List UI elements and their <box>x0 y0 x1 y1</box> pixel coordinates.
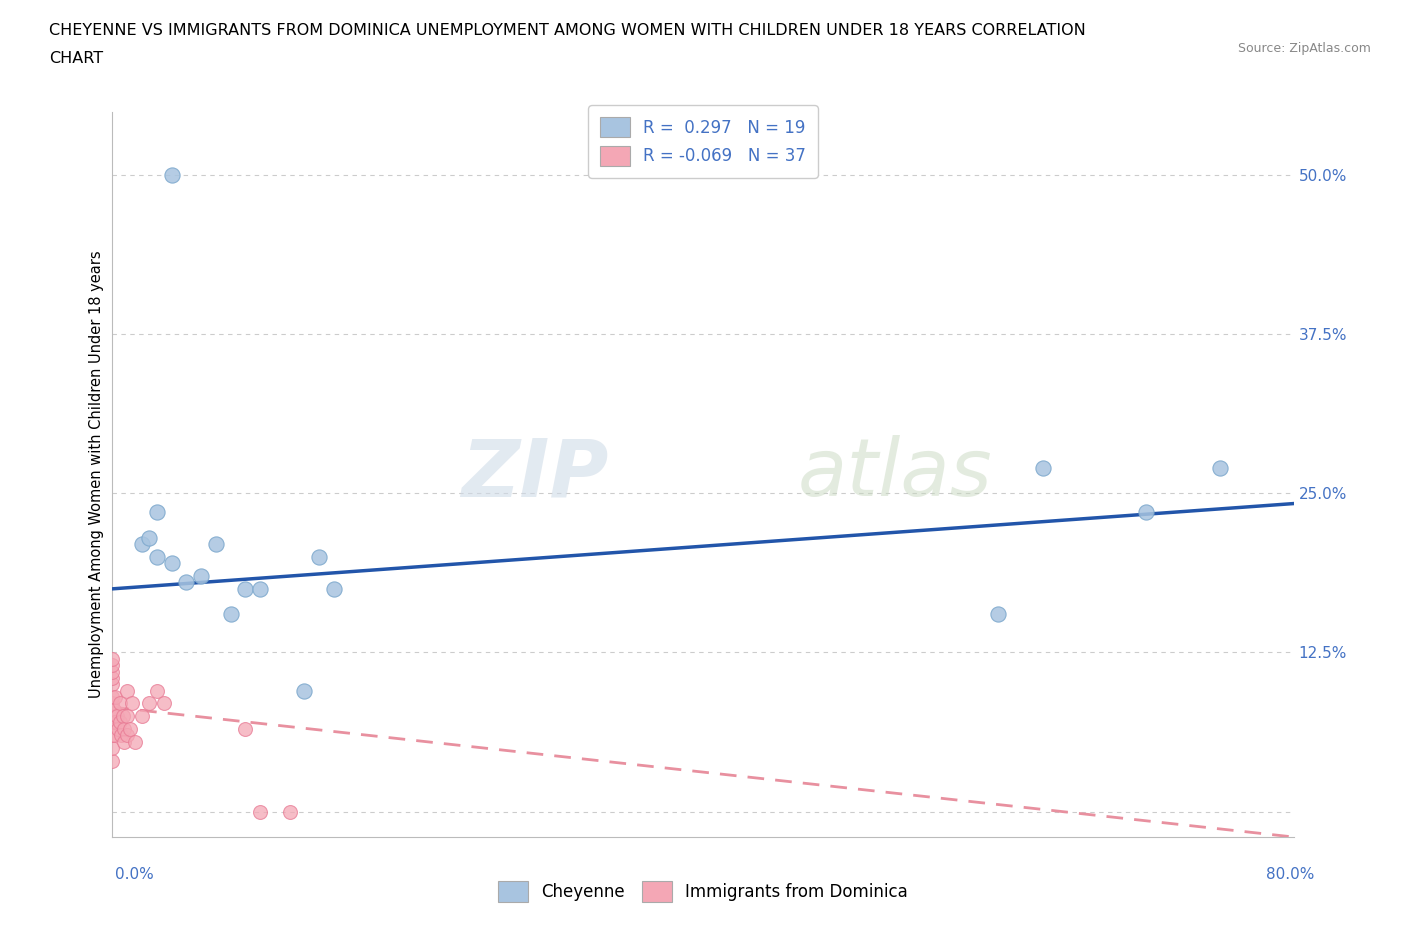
Point <box>105 709 128 724</box>
Point <box>101 689 124 704</box>
Point <box>117 728 138 743</box>
Point <box>117 709 138 724</box>
Point <box>146 550 169 565</box>
Point <box>278 804 301 819</box>
Point <box>138 530 160 545</box>
Point <box>1208 460 1232 475</box>
Point <box>101 677 124 692</box>
Point <box>131 709 153 724</box>
Point <box>101 671 124 685</box>
Point <box>111 709 134 724</box>
Point <box>124 734 146 749</box>
Point <box>101 664 124 679</box>
Point <box>120 722 142 737</box>
Point <box>112 722 135 737</box>
Point <box>112 734 135 749</box>
Point <box>219 607 242 622</box>
Point <box>121 696 143 711</box>
Point <box>292 684 315 698</box>
Text: 0.0%: 0.0% <box>115 867 155 882</box>
Point <box>249 804 271 819</box>
Point <box>233 722 256 737</box>
Point <box>131 537 153 551</box>
Point <box>107 722 129 737</box>
Point <box>104 715 127 730</box>
Point <box>103 728 125 743</box>
Point <box>138 696 160 711</box>
Point <box>153 696 176 711</box>
Point <box>103 702 125 717</box>
Point <box>101 715 124 730</box>
Y-axis label: Unemployment Among Women with Children Under 18 years: Unemployment Among Women with Children U… <box>89 250 104 698</box>
Point <box>160 167 183 182</box>
Text: atlas: atlas <box>797 435 993 513</box>
Point <box>104 689 127 704</box>
Point <box>233 581 256 596</box>
Point <box>1032 460 1054 475</box>
Text: CHEYENNE VS IMMIGRANTS FROM DOMINICA UNEMPLOYMENT AMONG WOMEN WITH CHILDREN UNDE: CHEYENNE VS IMMIGRANTS FROM DOMINICA UNE… <box>49 23 1085 38</box>
Legend: Cheyenne, Immigrants from Dominica: Cheyenne, Immigrants from Dominica <box>492 875 914 909</box>
Point <box>146 505 169 520</box>
Text: Source: ZipAtlas.com: Source: ZipAtlas.com <box>1237 42 1371 55</box>
Text: ZIP: ZIP <box>461 435 609 513</box>
Point <box>101 728 124 743</box>
Point <box>101 740 124 755</box>
Text: CHART: CHART <box>49 51 103 66</box>
Point <box>110 728 132 743</box>
Point <box>101 658 124 672</box>
Point <box>1135 505 1157 520</box>
Point <box>146 684 169 698</box>
Point <box>249 581 271 596</box>
Point <box>160 556 183 571</box>
Point <box>101 709 124 724</box>
Point <box>101 651 124 666</box>
Point <box>108 696 131 711</box>
Point <box>323 581 346 596</box>
Point <box>190 568 212 583</box>
Point <box>205 537 228 551</box>
Point <box>108 715 131 730</box>
Point <box>101 753 124 768</box>
Point <box>308 550 330 565</box>
Point <box>174 575 197 590</box>
Point <box>101 696 124 711</box>
Point <box>117 684 138 698</box>
Point <box>987 607 1010 622</box>
Text: 80.0%: 80.0% <box>1267 867 1315 882</box>
